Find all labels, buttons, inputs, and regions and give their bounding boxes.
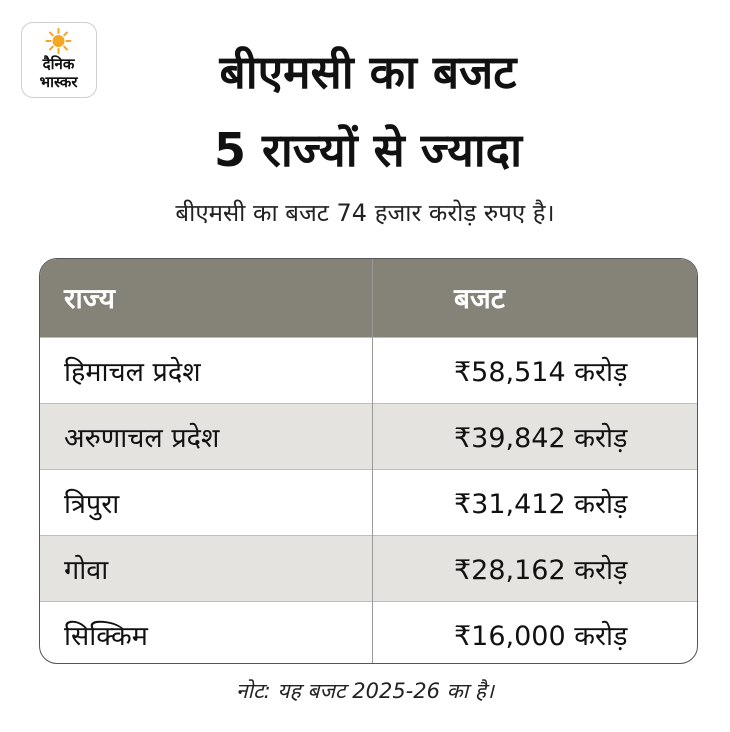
column-divider (372, 259, 373, 663)
state-name: सिक्किम (64, 621, 148, 652)
state-name: हिमाचल प्रदेश (64, 357, 201, 388)
table-row: गोवा ₹28,162 करोड़ (40, 535, 697, 601)
state-budget: ₹28,162 करोड़ (454, 555, 628, 586)
subtitle: बीएमसी का बजट 74 हजार करोड़ रुपए है। (175, 199, 555, 227)
state-name: त्रिपुरा (64, 489, 120, 520)
state-name: गोवा (64, 555, 109, 586)
logo-line2: भास्कर (40, 73, 79, 91)
state-budget: ₹58,514 करोड़ (454, 357, 628, 388)
state-name: अरुणाचल प्रदेश (64, 423, 220, 454)
table-row: अरुणाचल प्रदेश ₹39,842 करोड़ (40, 403, 697, 469)
budget-table: राज्य बजट हिमाचल प्रदेश ₹58,514 करोड़ अर… (39, 258, 698, 664)
table-row: सिक्किम ₹16,000 करोड़ (40, 601, 697, 663)
sun-icon: दैनिक भास्कर (40, 28, 79, 91)
page-title-line2: 5 राज्यों से ज्यादा (213, 123, 523, 177)
dainik-bhaskar-logo: दैनिक भास्कर (21, 22, 97, 98)
state-budget: ₹16,000 करोड़ (454, 621, 628, 652)
footnote: नोट: यह बजट 2025-26 का है। (235, 679, 495, 703)
state-budget: ₹39,842 करोड़ (454, 423, 628, 454)
header-budget: बजट (454, 282, 505, 315)
table-row: त्रिपुरा ₹31,412 करोड़ (40, 469, 697, 535)
page-title-line1: बीएमसी का बजट (219, 45, 517, 99)
table-header-row: राज्य बजट (40, 259, 697, 337)
header-state: राज्य (64, 282, 115, 315)
logo-line1: दैनिक (42, 55, 76, 73)
state-budget: ₹31,412 करोड़ (454, 489, 628, 520)
table-row: हिमाचल प्रदेश ₹58,514 करोड़ (40, 337, 697, 403)
